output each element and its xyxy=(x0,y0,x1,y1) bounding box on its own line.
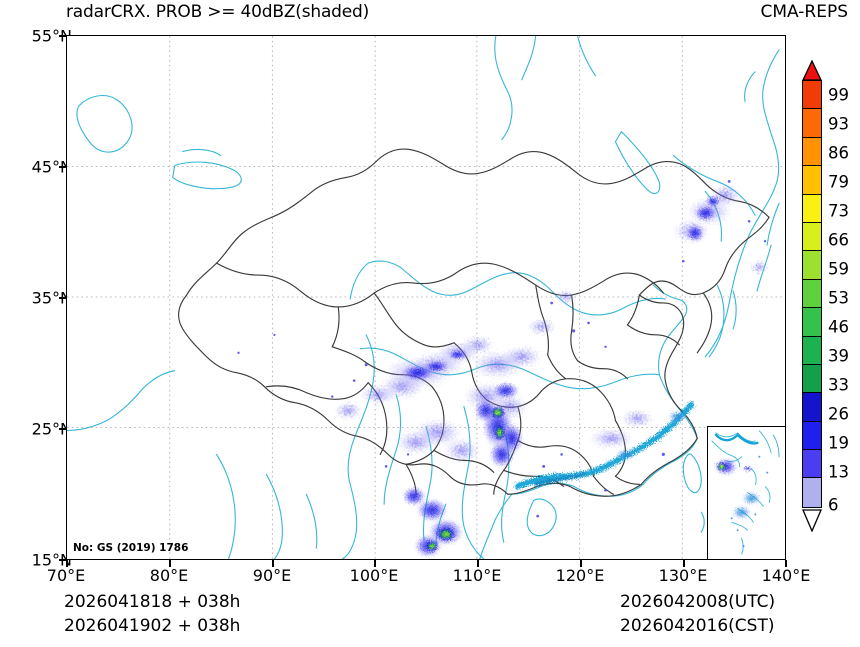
xtick-label-100e: 100°E xyxy=(349,566,399,585)
init-time-cst-label: 2026041902 + 038h xyxy=(64,616,241,636)
xtick-mark xyxy=(477,560,479,567)
colorbar-label-99: 99 xyxy=(828,85,849,105)
xtick-mark xyxy=(169,560,171,567)
xtick-label-130e: 130°E xyxy=(658,566,708,585)
echo-layer-coastal xyxy=(514,401,695,490)
page-title: radarCRX. PROB >= 40dBZ(shaded) xyxy=(66,2,370,22)
ytick-mark xyxy=(59,35,66,37)
ytick-mark xyxy=(59,297,66,299)
colorbar-label-86: 86 xyxy=(828,143,849,163)
colorbar-band-46 xyxy=(803,308,821,337)
map-credit-label: No: GS (2019) 1786 xyxy=(73,542,189,554)
colorbar-label-13: 13 xyxy=(828,462,849,482)
ytick-label-25n: 25°N xyxy=(31,419,72,439)
colorbar-band-39 xyxy=(803,336,821,365)
valid-time-cst-label: 2026042016(CST) xyxy=(620,616,775,636)
colorbar-band-53 xyxy=(803,279,821,309)
xtick-mark xyxy=(580,560,582,567)
xtick-label-70e: 70°E xyxy=(46,566,86,585)
colorbar-band-79 xyxy=(803,166,821,195)
colorbar-label-79: 79 xyxy=(828,172,849,192)
xtick-label-80e: 80°E xyxy=(149,566,189,585)
colorbar-label-73: 73 xyxy=(828,201,849,221)
colorbar-band-26 xyxy=(803,393,821,422)
xtick-label-90e: 90°E xyxy=(252,566,292,585)
xtick-mark xyxy=(785,560,787,567)
colorbar-band-13 xyxy=(803,450,821,479)
ytick-mark xyxy=(59,559,66,561)
ytick-label-45n: 45°N xyxy=(31,157,72,177)
xtick-label-140e: 140°E xyxy=(761,566,811,585)
inset-graphic xyxy=(711,430,780,555)
echo-layer-mid xyxy=(401,195,722,559)
colorbar-label-26: 26 xyxy=(828,404,849,424)
ytick-mark xyxy=(59,166,66,168)
colorbar-label-6: 6 xyxy=(828,495,839,515)
colorbar-band-99 xyxy=(803,81,821,110)
colorbar-band-66 xyxy=(803,222,821,252)
colorbar-bands xyxy=(802,80,822,508)
colorbar-band-6 xyxy=(803,478,821,507)
xtick-mark xyxy=(272,560,274,567)
xtick-mark xyxy=(374,560,376,567)
colorbar-band-73 xyxy=(803,194,821,223)
xtick-label-110e: 110°E xyxy=(452,566,502,585)
echo-layer-hot xyxy=(425,405,506,553)
south-china-sea-inset[interactable] xyxy=(707,426,785,559)
xtick-mark xyxy=(66,560,68,567)
colorbar[interactable]: 99 93 86 79 73 66 59 53 46 39 33 26 19 1… xyxy=(802,60,849,560)
colorbar-label-59: 59 xyxy=(828,259,849,279)
colorbar-label-66: 66 xyxy=(828,230,849,250)
ytick-label-15n: 15°N xyxy=(31,550,72,570)
init-time-utc-label: 2026041818 + 038h xyxy=(64,592,241,612)
colorbar-label-39: 39 xyxy=(828,346,849,366)
model-name-label: CMA-REPS xyxy=(760,2,848,22)
valid-time-utc-label: 2026042008(UTC) xyxy=(620,592,776,612)
colorbar-band-19 xyxy=(803,421,821,451)
colorbar-label-93: 93 xyxy=(828,114,849,134)
echo-layer-low xyxy=(334,184,769,463)
echo-layer-specks xyxy=(237,180,767,518)
xtick-label-120e: 120°E xyxy=(555,566,605,585)
xtick-mark xyxy=(683,560,685,567)
colorbar-over-arrow-icon xyxy=(802,60,822,81)
colorbar-label-19: 19 xyxy=(828,433,849,453)
colorbar-label-33: 33 xyxy=(828,375,849,395)
graticule xyxy=(67,36,785,559)
ytick-label-35n: 35°N xyxy=(31,288,72,308)
colorbar-band-33 xyxy=(803,364,821,394)
colorbar-band-59 xyxy=(803,251,821,280)
ytick-mark xyxy=(59,428,66,430)
colorbar-under-arrow-icon xyxy=(802,509,822,532)
colorbar-band-86 xyxy=(803,137,821,167)
map-canvas[interactable]: No: GS (2019) 1786 xyxy=(66,35,786,560)
colorbar-band-93 xyxy=(803,109,821,138)
colorbar-label-46: 46 xyxy=(828,317,849,337)
ytick-label-55n: 55°N xyxy=(31,26,72,46)
map-graphic xyxy=(67,36,785,559)
colorbar-label-53: 53 xyxy=(828,288,849,308)
